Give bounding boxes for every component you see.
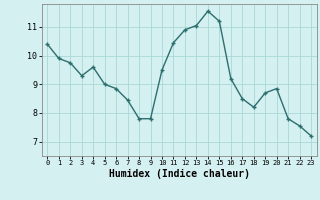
X-axis label: Humidex (Indice chaleur): Humidex (Indice chaleur)	[109, 169, 250, 179]
